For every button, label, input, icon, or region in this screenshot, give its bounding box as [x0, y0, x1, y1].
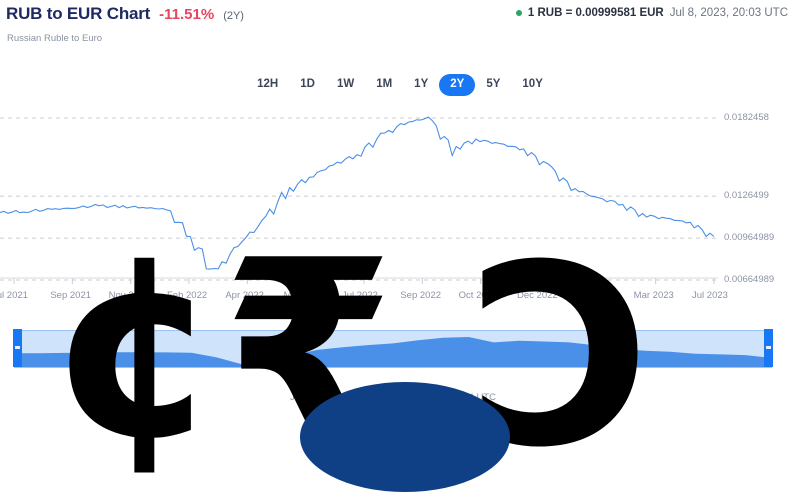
change-period: (2Y)	[223, 10, 244, 22]
range-tab-10y[interactable]: 10Y	[522, 78, 543, 91]
x-axis-label: Nov 2021	[108, 290, 150, 301]
price-chart-svg	[0, 116, 718, 284]
x-axis-label: Feb 2022	[167, 290, 208, 301]
navigator-handle-right[interactable]	[764, 329, 773, 367]
range-tab-bar: 12H 1D 1W 1M 1Y 2Y 5Y 10Y	[0, 71, 800, 99]
current-rate-value: 1 RUB = 0.00999581 EUR	[527, 7, 664, 19]
current-rate-row: 1 RUB = 0.00999581 EUR Jul 8, 2023, 20:0…	[515, 7, 788, 19]
x-axis-label: Sep 2021	[50, 290, 92, 301]
y-axis-label: 0.0182458	[724, 112, 769, 123]
x-axis-label: Feb 2023	[575, 290, 616, 301]
page-title: RUB to EUR Chart	[6, 4, 151, 23]
x-axis-label: Sep 2022	[400, 290, 442, 301]
x-axis-label: Jul 2021	[0, 290, 28, 301]
navigator-handle-left[interactable]	[13, 329, 22, 367]
price-line	[0, 116, 715, 270]
range-tab-1d[interactable]: 1D	[300, 78, 315, 91]
y-axis-label: 0.00964989	[724, 232, 775, 244]
range-tab-1m[interactable]: 1M	[376, 78, 393, 91]
range-tab-5y[interactable]: 5Y	[486, 78, 501, 91]
x-axis-label: Jul 2022	[342, 290, 378, 301]
grid-lines	[0, 117, 718, 281]
price-chart[interactable]: 0.0182458 0.0126499 0.00964989 0.00664989 J…	[0, 108, 800, 308]
page-header: RUB to EUR Chart -11.51% (2Y) Russian Ru…	[0, 0, 800, 60]
range-tab-2y[interactable]: 2Y	[439, 74, 476, 96]
x-axis-label: Dec 2022	[517, 290, 558, 301]
y-axis-label: 0.00664989	[724, 274, 775, 285]
page-subtitle: Russian Ruble to Euro	[7, 33, 103, 44]
current-rate-timestamp: Jul 8, 2023, 20:03 UTC	[669, 7, 788, 19]
handle-grip-icon	[15, 346, 20, 349]
navigator-series	[15, 337, 771, 367]
x-axis-label: Jul 2023	[692, 290, 728, 301]
navigator-band[interactable]	[14, 330, 772, 368]
y-axis-label: 0.0126499	[724, 190, 769, 202]
handle-grip-icon	[766, 346, 771, 349]
title-row: RUB to EUR Chart -11.51% (2Y)	[6, 4, 244, 24]
x-axis-label: Mar 2023	[633, 290, 674, 301]
range-tab-1w[interactable]: 1W	[336, 78, 355, 91]
range-tab-12h[interactable]: 12H	[257, 78, 279, 91]
x-axis-ticks	[0, 277, 718, 284]
x-axis-label: Apr 2022	[225, 290, 264, 301]
range-tab-1y[interactable]: 1Y	[414, 78, 429, 91]
range-navigator[interactable]	[13, 329, 773, 368]
x-axis-label: May 2022	[283, 290, 326, 301]
change-percent: -11.51%	[159, 6, 215, 23]
x-axis-label: Oct 2022	[458, 290, 498, 301]
navigator-range-label: Jul 9, 2021, 00:00 UTC – Jul 8, 2023, 20…	[290, 392, 496, 403]
status-dot-icon	[515, 10, 522, 16]
